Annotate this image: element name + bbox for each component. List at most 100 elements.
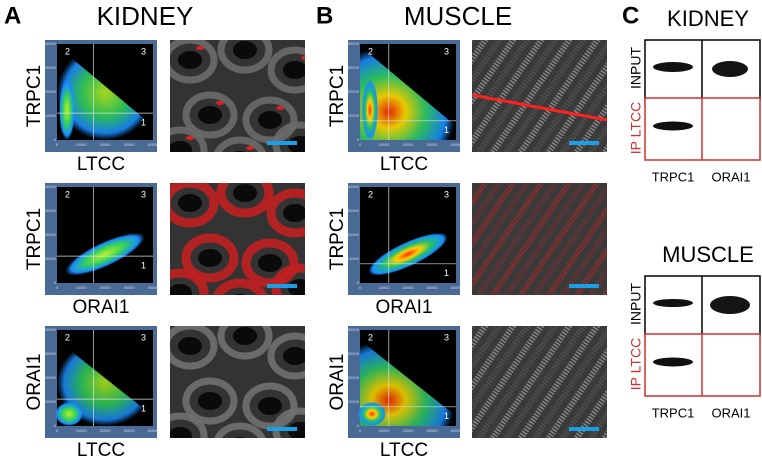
lumen (258, 397, 282, 415)
y-axis-label: ORAI1 (327, 353, 348, 410)
y-tick-label: 0 (357, 423, 360, 428)
density-core (358, 402, 386, 426)
x-tick-label: 20000 (402, 285, 414, 290)
x-tick-label: 40000 (450, 285, 462, 290)
y-tick-label: 40000 (45, 327, 57, 332)
density (65, 232, 145, 276)
y-tick-label: 10000 (348, 113, 360, 118)
micrograph-detail (170, 40, 305, 152)
fiber (472, 183, 545, 290)
quadrant-label: 2 (65, 189, 70, 199)
column-label: TRPC1 (652, 169, 695, 184)
lumen (283, 347, 305, 365)
y-tick-label: 30000 (348, 65, 360, 70)
density-core (362, 80, 378, 140)
scale-bar (267, 427, 297, 431)
signal (276, 106, 284, 110)
density-core (55, 402, 83, 426)
quadrant-label: 1 (444, 268, 449, 278)
density-cloud (368, 232, 448, 276)
blot-title: KIDNEY (667, 6, 749, 31)
signal (196, 46, 204, 50)
lumen (234, 437, 246, 438)
y-tick-label: 0 (357, 137, 360, 142)
x-tick-label: 30000 (123, 142, 135, 147)
tubule (217, 326, 273, 360)
y-tick-label: 0 (54, 423, 57, 428)
y-tick-label: 40000 (348, 327, 360, 332)
fiber (472, 326, 545, 433)
quadrant-label: 2 (368, 46, 373, 56)
signal (216, 101, 224, 105)
lumen (178, 194, 202, 212)
row-label: IP LTCC (628, 102, 644, 154)
quadrant-label: 2 (65, 332, 70, 342)
tubule (182, 91, 238, 139)
fiber (503, 40, 587, 152)
x-tick-label: 10000 (75, 428, 87, 433)
x-tick-label: 10000 (378, 428, 390, 433)
panel-letter: B (316, 2, 333, 29)
x-tick-label: 0 (359, 285, 362, 290)
signal (301, 56, 305, 60)
x-tick-label: 40000 (147, 142, 159, 147)
band (710, 296, 750, 314)
signal (472, 93, 607, 122)
y-tick-label: 30000 (45, 208, 57, 213)
row-label: INPUT (628, 283, 644, 325)
fiber (517, 40, 601, 152)
scale-bar (569, 284, 599, 288)
y-tick-label: 20000 (348, 89, 360, 94)
lumen (170, 427, 192, 438)
density (358, 340, 456, 426)
micrograph-detail (472, 183, 607, 295)
density-cloud (360, 340, 456, 426)
tubule (267, 46, 305, 94)
y-tick-label: 30000 (348, 351, 360, 356)
fiber (472, 326, 503, 372)
x-tick-label: 0 (56, 428, 59, 433)
tubule (181, 233, 239, 283)
row-label: IP LTCC (628, 338, 644, 390)
fiber (517, 326, 601, 438)
fiber (472, 40, 517, 106)
y-tick-label: 20000 (348, 232, 360, 237)
y-tick-label: 40000 (45, 184, 57, 189)
tubule (242, 382, 298, 430)
y-tick-label: 10000 (45, 256, 57, 261)
density (57, 46, 153, 140)
y-tick-label: 20000 (45, 375, 57, 380)
density (55, 340, 153, 426)
x-axis-label: ORAI1 (375, 297, 432, 318)
y-axis-label: TRPC1 (327, 65, 348, 127)
fiber (472, 326, 489, 351)
x-tick-label: 30000 (426, 142, 438, 147)
y-tick-label: 40000 (348, 184, 360, 189)
lumen (178, 337, 202, 355)
scale-bar (267, 141, 297, 145)
micrograph-detail (170, 183, 305, 295)
quadrant-label: 3 (444, 189, 449, 199)
fiber (472, 183, 503, 229)
tubule (266, 188, 305, 238)
lumen (283, 204, 305, 222)
quadrant-label: 2 (368, 332, 373, 342)
lumen (170, 141, 192, 152)
micrograph-detail (472, 326, 607, 438)
fiber (531, 326, 607, 438)
fiber (472, 40, 503, 86)
x-tick-label: 20000 (402, 142, 414, 147)
density (368, 232, 448, 276)
tubule (214, 422, 266, 438)
y-tick-label: 20000 (348, 375, 360, 380)
lumen (283, 61, 305, 79)
quadrant-label: 3 (444, 46, 449, 56)
fiber (472, 326, 531, 413)
tubule (241, 238, 299, 288)
y-tick-label: 10000 (45, 113, 57, 118)
panel-letter: C (622, 2, 639, 29)
lumen (234, 294, 246, 295)
x-tick-label: 30000 (426, 285, 438, 290)
x-tick-label: 20000 (402, 428, 414, 433)
x-tick-label: 30000 (123, 285, 135, 290)
